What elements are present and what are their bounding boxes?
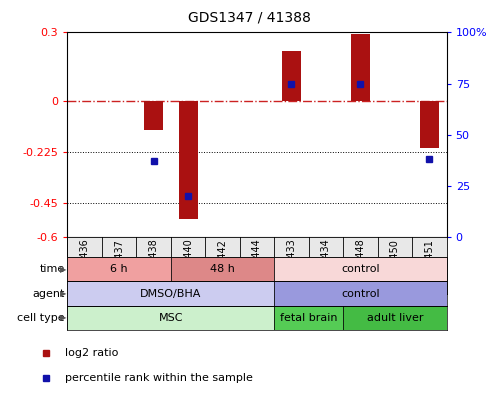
Text: 48 h: 48 h	[210, 264, 235, 274]
Text: GSM60434: GSM60434	[321, 239, 331, 291]
Bar	[171, 257, 274, 281]
Bar	[274, 257, 447, 281]
Bar	[67, 306, 274, 330]
Text: GSM60437: GSM60437	[114, 239, 124, 292]
Text: GSM60436: GSM60436	[80, 239, 90, 291]
Text: ▶: ▶	[60, 265, 67, 274]
Bar	[179, 100, 198, 219]
Text: GSM60444: GSM60444	[252, 239, 262, 291]
Text: fetal brain: fetal brain	[280, 313, 337, 323]
Text: agent: agent	[32, 289, 65, 298]
Text: MSC: MSC	[159, 313, 183, 323]
Bar	[343, 306, 447, 330]
Bar	[274, 306, 343, 330]
Text: cell type: cell type	[17, 313, 65, 323]
Bar	[420, 100, 439, 148]
Text: GSM60450: GSM60450	[390, 239, 400, 292]
Text: DMSO/BHA: DMSO/BHA	[140, 289, 202, 298]
Bar	[67, 281, 274, 306]
Bar	[274, 281, 447, 306]
Bar	[351, 34, 370, 100]
Text: percentile rank within the sample: percentile rank within the sample	[65, 373, 252, 383]
Bar	[67, 257, 171, 281]
Text: GSM60448: GSM60448	[355, 239, 365, 291]
Text: GSM60440: GSM60440	[183, 239, 193, 291]
Text: GSM60442: GSM60442	[218, 239, 228, 292]
Bar	[144, 100, 163, 130]
Text: 6 h: 6 h	[110, 264, 128, 274]
Text: GDS1347 / 41388: GDS1347 / 41388	[188, 10, 311, 24]
Text: GSM60438: GSM60438	[149, 239, 159, 291]
Text: control: control	[341, 264, 380, 274]
Text: adult liver: adult liver	[367, 313, 423, 323]
Text: ▶: ▶	[60, 289, 67, 298]
Text: time: time	[39, 264, 65, 274]
Text: control: control	[341, 289, 380, 298]
Text: GSM60433: GSM60433	[286, 239, 296, 291]
Bar	[282, 51, 301, 100]
Text: ▶: ▶	[60, 313, 67, 322]
Text: log2 ratio: log2 ratio	[65, 347, 118, 358]
Text: GSM60451: GSM60451	[424, 239, 434, 292]
